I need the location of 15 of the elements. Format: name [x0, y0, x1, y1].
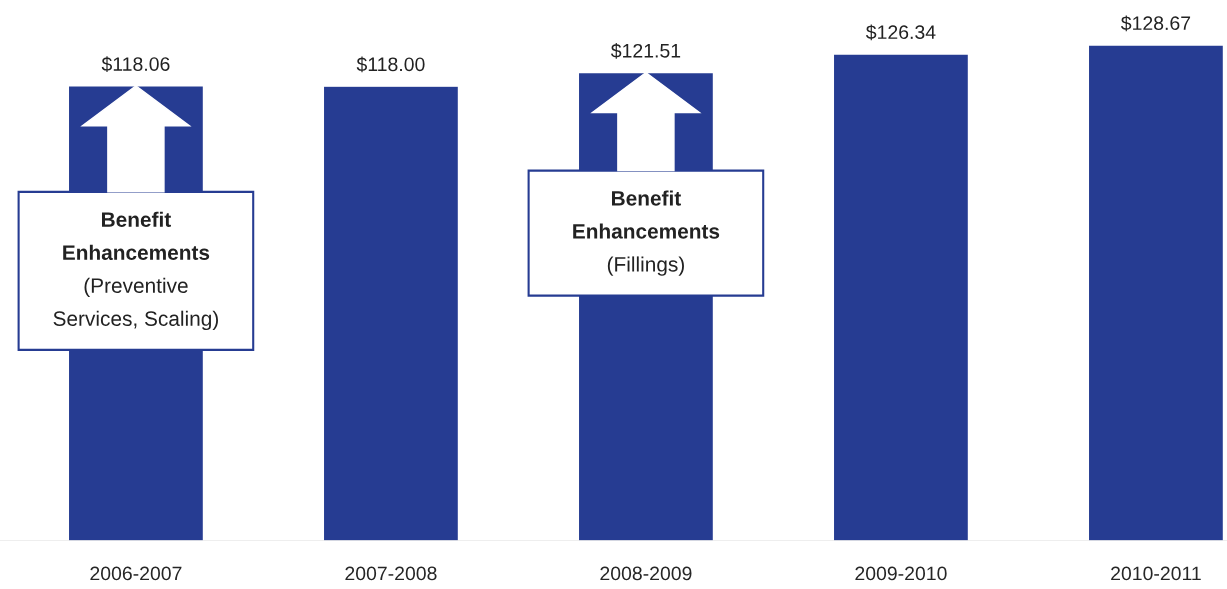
- x-tick-label: 2010-2011: [1111, 566, 1201, 581]
- x-tick-label: 2006-2007: [90, 566, 182, 581]
- x-tick-label: 2008-2009: [600, 566, 692, 581]
- data-label: $128.67: [1120, 15, 1191, 32]
- bar: [1087, 44, 1225, 541]
- data-label: $121.51: [610, 43, 681, 59]
- x-tick-label: 2007-2008: [345, 566, 437, 581]
- bar: [322, 85, 460, 541]
- data-label: $126.34: [865, 24, 936, 41]
- bar: [832, 53, 970, 541]
- annotation: Benefit Enhancements (Preventive Services, Scaling): [53, 211, 218, 331]
- x-tick-label: 2009-2010: [855, 566, 947, 581]
- data-label: $118.00: [356, 56, 425, 73]
- data-label: $118.06: [101, 56, 170, 73]
- annotation: Benefit Enhancements (Fillings): [573, 190, 720, 276]
